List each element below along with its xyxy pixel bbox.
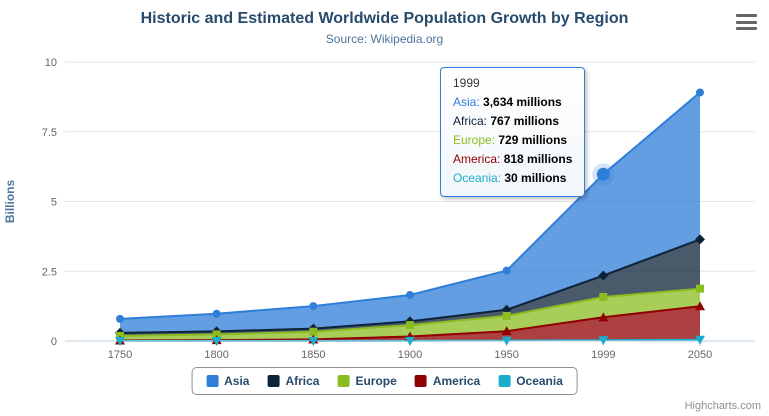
legend-label: Europe	[355, 374, 397, 388]
legend-swatch-europe	[337, 375, 350, 387]
legend-item-oceania[interactable]: Oceania	[498, 374, 563, 388]
svg-text:2050: 2050	[688, 349, 712, 361]
legend-item-asia[interactable]: Asia	[206, 374, 249, 388]
svg-text:7.5: 7.5	[42, 127, 57, 139]
x-axis-labels: 1750 1800 1850 1900 1950 1999 2050	[108, 349, 712, 361]
svg-text:1800: 1800	[204, 349, 228, 361]
tooltip-row-oceania: Oceania: 30 millions	[453, 171, 567, 185]
svg-text:1900: 1900	[398, 349, 422, 361]
legend-swatch-africa	[267, 375, 280, 387]
y-axis-labels: 0 2.5 5 7.5 10	[42, 57, 57, 348]
svg-text:5: 5	[51, 197, 57, 209]
svg-text:1750: 1750	[108, 349, 132, 361]
markers-asia[interactable]	[116, 88, 704, 323]
legend-swatch-oceania	[498, 375, 511, 387]
legend-label: Oceania	[516, 374, 563, 388]
svg-text:1850: 1850	[301, 349, 325, 361]
legend-swatch-america	[414, 375, 427, 387]
legend-item-america[interactable]: America	[414, 374, 481, 388]
chart-subtitle: Source: Wikipedia.org	[325, 32, 444, 46]
tooltip: 1999 Asia: 3,634 millions Africa: 767 mil…	[440, 67, 586, 197]
svg-text:1999: 1999	[591, 349, 615, 361]
hamburger-menu-icon	[736, 14, 757, 17]
markers-oceania[interactable]	[115, 335, 705, 346]
legend-label: Africa	[285, 374, 320, 388]
legend-label: Asia	[224, 374, 250, 388]
legend-item-africa[interactable]: Africa	[267, 374, 319, 388]
tooltip-row-africa: Africa: 767 millions	[453, 114, 560, 128]
chart-title: Historic and Estimated Worldwide Populat…	[140, 10, 629, 27]
svg-text:0: 0	[51, 336, 57, 348]
y-axis-title: Billions	[3, 180, 17, 224]
svg-text:10: 10	[45, 57, 57, 69]
hamburger-menu-icon	[736, 27, 757, 30]
credits-link[interactable]: Highcharts.com	[684, 400, 761, 412]
legend-item-europe[interactable]: Europe	[337, 374, 397, 388]
export-menu-button[interactable]	[736, 14, 757, 30]
hamburger-menu-icon	[736, 20, 757, 24]
svg-text:1950: 1950	[494, 349, 518, 361]
tooltip-row-europe: Europe: 729 millions	[453, 133, 568, 147]
svg-text:2.5: 2.5	[42, 266, 57, 278]
tooltip-row-asia: Asia: 3,634 millions	[453, 95, 562, 109]
legend-label: America	[432, 374, 481, 388]
legend-swatch-asia	[206, 375, 219, 387]
tooltip-row-america: America: 818 millions	[453, 152, 573, 166]
tooltip-rows: Asia: 3,634 millions Africa: 767 millions…	[453, 93, 572, 188]
legend: Asia Africa Europe America Oceania	[191, 367, 578, 395]
tooltip-category: 1999	[453, 76, 480, 90]
